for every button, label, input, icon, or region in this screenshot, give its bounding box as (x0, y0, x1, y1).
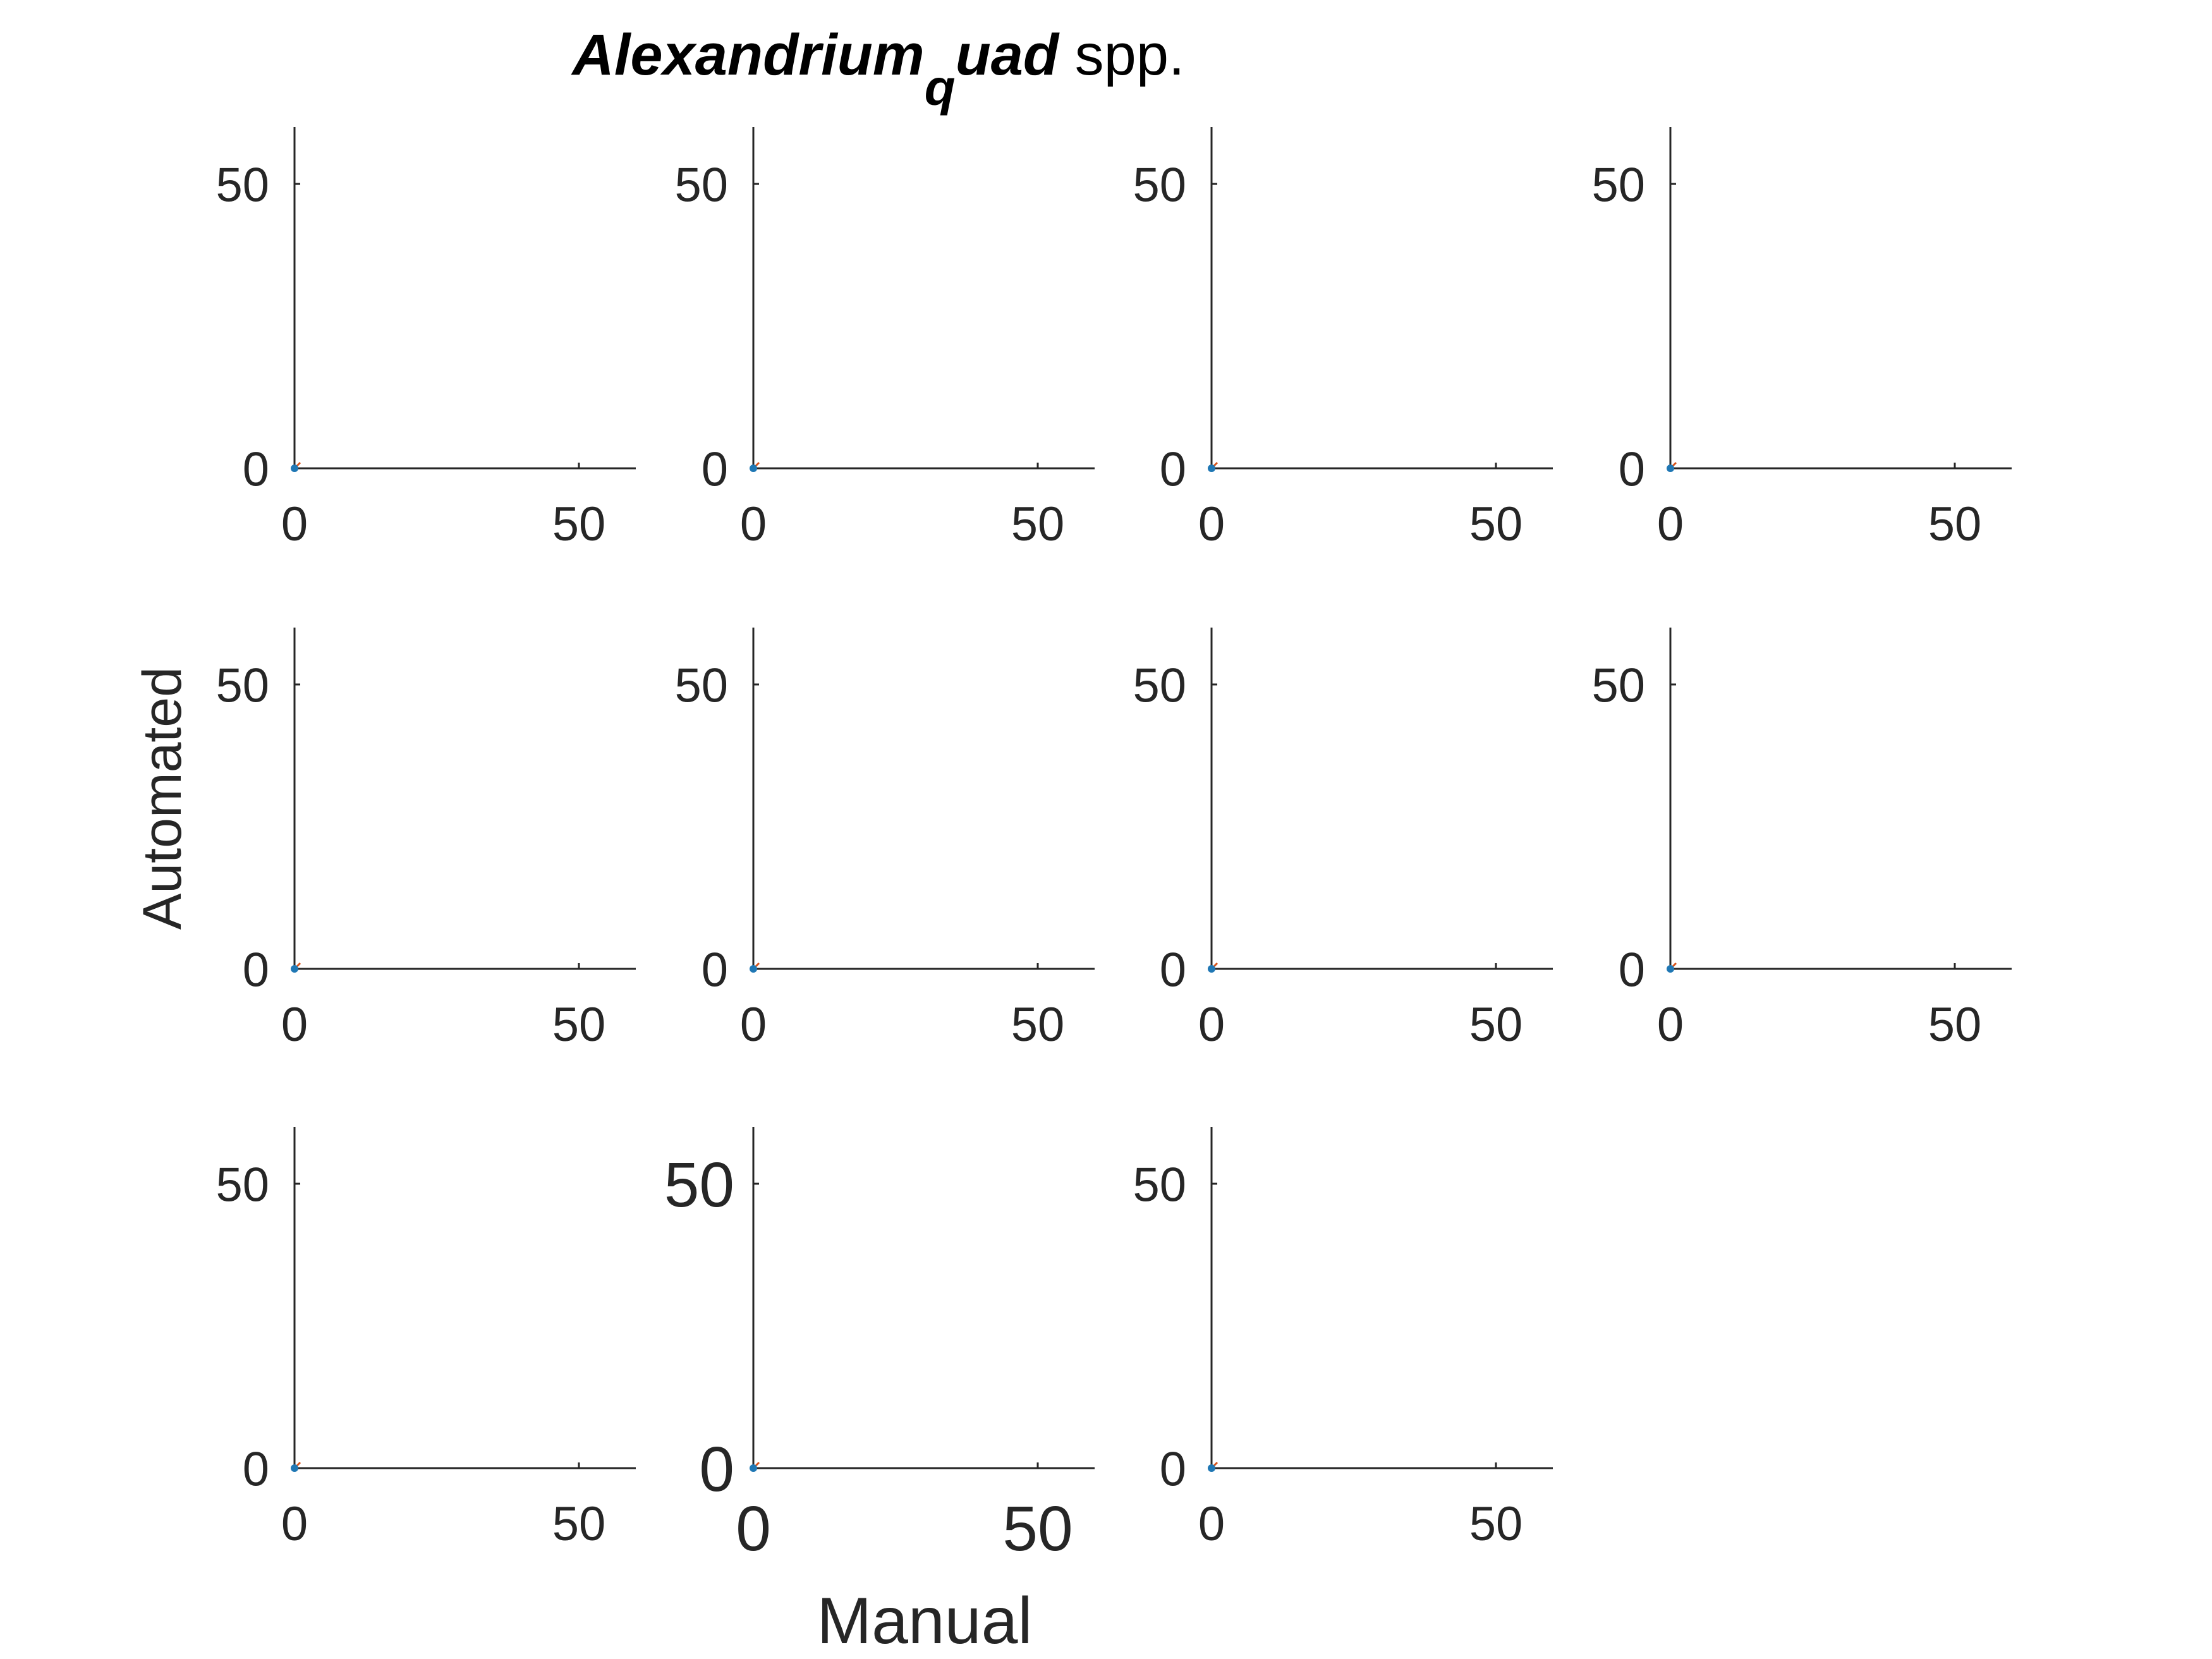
x-tick-label: 0 (736, 1493, 771, 1564)
title-plain-part: spp. (1059, 23, 1184, 87)
x-tick-label: 50 (1002, 1493, 1073, 1564)
y-tick-label: 50 (674, 158, 728, 212)
subplot-5: 0 50 0 50 (216, 628, 636, 1052)
x-tick-label: 0 (740, 497, 767, 551)
data-point (291, 965, 298, 973)
x-tick-label: 50 (1469, 998, 1523, 1052)
subplot-7: 0 50 0 50 (1133, 628, 1553, 1052)
y-tick-label: 50 (674, 659, 728, 712)
y-tick-label: 0 (702, 943, 728, 997)
y-tick-label: 0 (1160, 1442, 1186, 1496)
y-tick-label: 0 (243, 1442, 269, 1496)
y-tick-label: 0 (243, 442, 269, 496)
title-italic-part: Alexandrium (571, 23, 924, 87)
x-tick-label: 0 (281, 497, 308, 551)
x-tick-label: 50 (1011, 497, 1065, 551)
x-tick-label: 50 (552, 998, 606, 1052)
x-tick-label: 0 (281, 1497, 308, 1551)
subplot-1: 0 50 0 50 (216, 127, 636, 551)
title-italic-rest: uad (956, 23, 1060, 87)
data-point (750, 965, 757, 973)
x-tick-label: 0 (1198, 1497, 1225, 1551)
title-subscript: q (925, 59, 956, 116)
subplot-11: 0 50 0 50 (1133, 1127, 1553, 1551)
y-tick-label: 0 (1160, 442, 1186, 496)
data-point (1667, 465, 1674, 472)
y-tick-label: 50 (1591, 659, 1645, 712)
subplot-2: 0 50 0 50 (674, 127, 1095, 551)
y-tick-label: 50 (1133, 158, 1186, 212)
x-tick-label: 50 (552, 497, 606, 551)
x-tick-label: 0 (1198, 497, 1225, 551)
y-tick-label: 50 (216, 158, 269, 212)
y-tick-label: 0 (702, 442, 728, 496)
y-tick-label: 50 (1133, 659, 1186, 712)
y-tick-label: 0 (1619, 442, 1645, 496)
x-tick-label: 0 (281, 998, 308, 1052)
x-tick-label: 50 (1469, 497, 1523, 551)
subplot-9: 0 50 0 50 (216, 1127, 636, 1551)
y-tick-label: 50 (216, 659, 269, 712)
y-tick-label: 0 (699, 1434, 734, 1505)
x-tick-label: 50 (552, 1497, 606, 1551)
data-point (1208, 965, 1215, 973)
y-tick-label: 50 (1133, 1158, 1186, 1212)
x-tick-label: 50 (1928, 497, 1982, 551)
y-tick-label: 50 (1591, 158, 1645, 212)
subplot-8: 0 50 0 50 (1591, 628, 2012, 1052)
subplot-10: 0 50 0 50 (664, 1127, 1095, 1564)
data-point (750, 1464, 757, 1472)
data-point (1208, 465, 1215, 472)
subplot-4: 0 50 0 50 (1591, 127, 2012, 551)
y-tick-label: 0 (243, 943, 269, 997)
x-tick-label: 0 (1657, 497, 1684, 551)
shared-y-label: Automated (132, 667, 193, 930)
shared-x-label: Manual (817, 1584, 1032, 1658)
x-tick-label: 0 (1657, 998, 1684, 1052)
subplot-3: 0 50 0 50 (1133, 127, 1553, 551)
y-tick-label: 50 (216, 1158, 269, 1212)
y-tick-label: 50 (664, 1150, 734, 1220)
data-point (750, 465, 757, 472)
subplot-6: 0 50 0 50 (674, 628, 1095, 1052)
figure-title: Alexandriumquad spp. (571, 23, 1184, 116)
x-tick-label: 0 (740, 998, 767, 1052)
data-point (291, 1464, 298, 1472)
data-point (1208, 1464, 1215, 1472)
x-tick-label: 50 (1011, 998, 1065, 1052)
data-point (291, 465, 298, 472)
y-tick-label: 0 (1619, 943, 1645, 997)
x-tick-label: 50 (1928, 998, 1982, 1052)
data-point (1667, 965, 1674, 973)
y-tick-label: 0 (1160, 943, 1186, 997)
x-tick-label: 0 (1198, 998, 1225, 1052)
x-tick-label: 50 (1469, 1497, 1523, 1551)
